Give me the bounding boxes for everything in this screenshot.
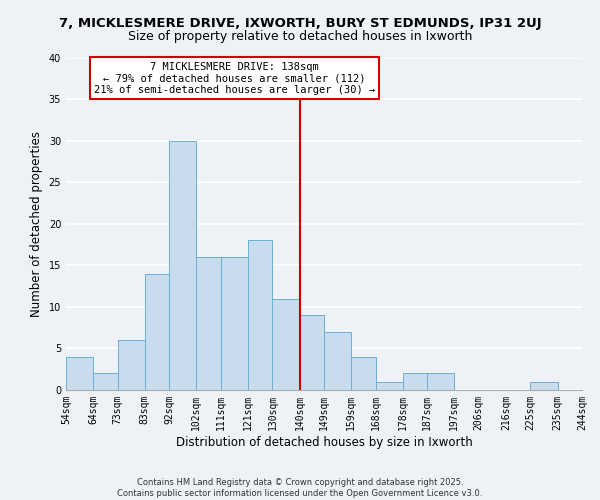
Bar: [169, 140, 196, 390]
Bar: [427, 374, 454, 390]
Bar: [351, 357, 376, 390]
Bar: [93, 374, 118, 390]
Bar: [248, 240, 272, 390]
Bar: [221, 257, 248, 390]
Text: 7 MICKLESMERE DRIVE: 138sqm
← 79% of detached houses are smaller (112)
21% of se: 7 MICKLESMERE DRIVE: 138sqm ← 79% of det…: [94, 62, 375, 95]
Bar: [324, 332, 351, 390]
Bar: [530, 382, 557, 390]
Y-axis label: Number of detached properties: Number of detached properties: [30, 130, 43, 317]
Text: Size of property relative to detached houses in Ixworth: Size of property relative to detached ho…: [128, 30, 472, 43]
Text: Contains HM Land Registry data © Crown copyright and database right 2025.
Contai: Contains HM Land Registry data © Crown c…: [118, 478, 482, 498]
Text: 7, MICKLESMERE DRIVE, IXWORTH, BURY ST EDMUNDS, IP31 2UJ: 7, MICKLESMERE DRIVE, IXWORTH, BURY ST E…: [59, 18, 541, 30]
Bar: [403, 374, 427, 390]
Bar: [196, 257, 221, 390]
Bar: [376, 382, 403, 390]
Bar: [272, 298, 299, 390]
X-axis label: Distribution of detached houses by size in Ixworth: Distribution of detached houses by size …: [176, 436, 472, 448]
Bar: [118, 340, 145, 390]
Bar: [145, 274, 169, 390]
Bar: [299, 315, 324, 390]
Bar: [66, 357, 93, 390]
